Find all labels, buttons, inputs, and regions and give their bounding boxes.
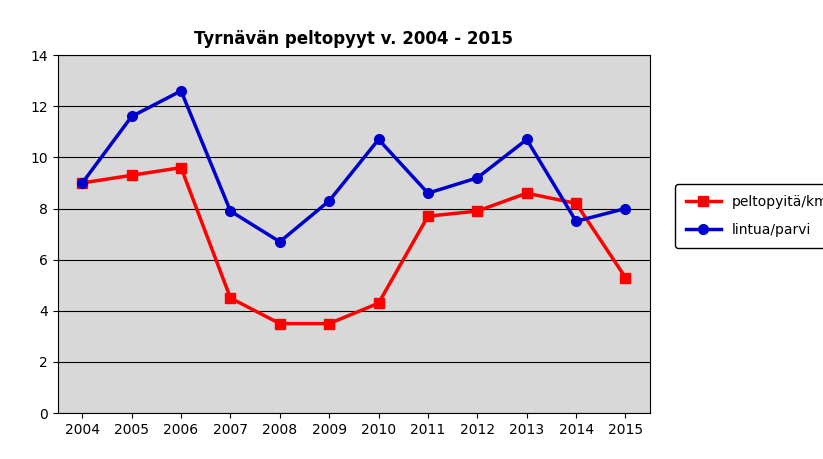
- Title: Tyrnävän peltopyyt v. 2004 - 2015: Tyrnävän peltopyyt v. 2004 - 2015: [194, 30, 514, 48]
- Legend: peltopyitä/km2, lintua/parvi: peltopyitä/km2, lintua/parvi: [675, 184, 823, 248]
